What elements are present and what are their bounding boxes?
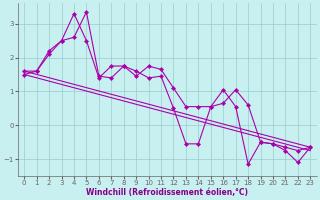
X-axis label: Windchill (Refroidissement éolien,°C): Windchill (Refroidissement éolien,°C) (86, 188, 248, 197)
